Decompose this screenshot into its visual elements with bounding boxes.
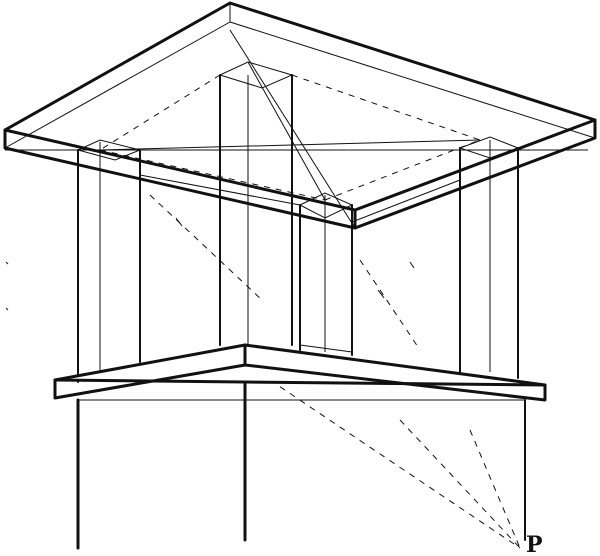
point-p-label: P xyxy=(526,532,543,556)
back-right-post xyxy=(458,136,520,379)
left-post xyxy=(76,139,142,383)
back-left-post xyxy=(218,61,294,346)
ceiling-construction xyxy=(5,29,588,229)
tick-marks xyxy=(5,217,415,311)
base-block xyxy=(76,366,526,550)
sill-slab xyxy=(53,343,547,402)
back-wall xyxy=(139,174,461,353)
projection-rays xyxy=(149,194,521,549)
roof-slab xyxy=(3,1,597,230)
